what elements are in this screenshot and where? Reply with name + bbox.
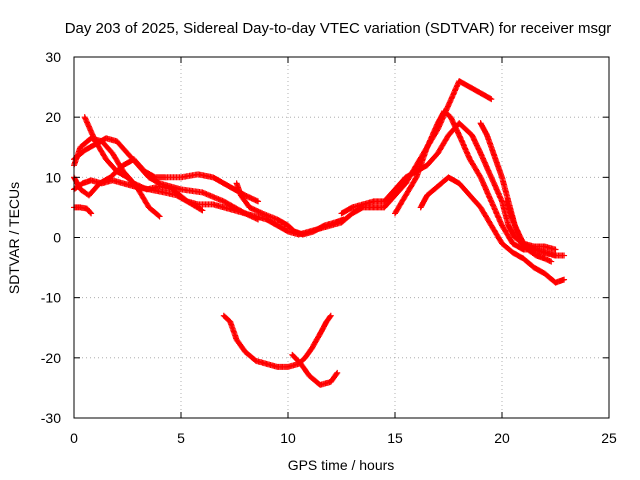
x-tick-label: 15 [387, 430, 403, 446]
y-tick-label: -20 [41, 350, 61, 366]
data-points [71, 78, 568, 388]
y-tick-label: 10 [45, 169, 61, 185]
y-axis-label: SDTVAR / TECUs [6, 182, 22, 294]
series-track-9 [289, 351, 341, 388]
x-tick-label: 25 [601, 430, 617, 446]
series-track-7 [233, 180, 347, 238]
series-track-12 [417, 174, 568, 286]
x-tick-label: 0 [70, 430, 78, 446]
x-axis-label: GPS time / hours [288, 457, 395, 473]
series-track-14 [503, 198, 559, 259]
series-track-8 [220, 312, 334, 370]
y-tick-label: 30 [45, 49, 61, 65]
y-tick-label: 0 [53, 230, 61, 246]
data-marker-track [220, 312, 334, 370]
axis-ticks: 0 5 10 15 20 25 -30 -20 -10 0 10 20 30 [41, 49, 617, 446]
x-tick-label: 20 [494, 430, 510, 446]
grid [74, 57, 609, 418]
data-marker-track [233, 180, 347, 238]
x-tick-label: 10 [280, 430, 296, 446]
y-tick-label: -30 [41, 410, 61, 426]
y-tick-label: 20 [45, 109, 61, 125]
chart-title: Day 203 of 2025, Sidereal Day-to-day VTE… [65, 20, 612, 37]
plot-frame [73, 56, 610, 419]
y-tick-label: -10 [41, 290, 61, 306]
x-tick-label: 5 [177, 430, 185, 446]
data-marker-track [289, 351, 341, 388]
data-marker-track [503, 198, 559, 259]
data-marker-track [417, 174, 568, 286]
